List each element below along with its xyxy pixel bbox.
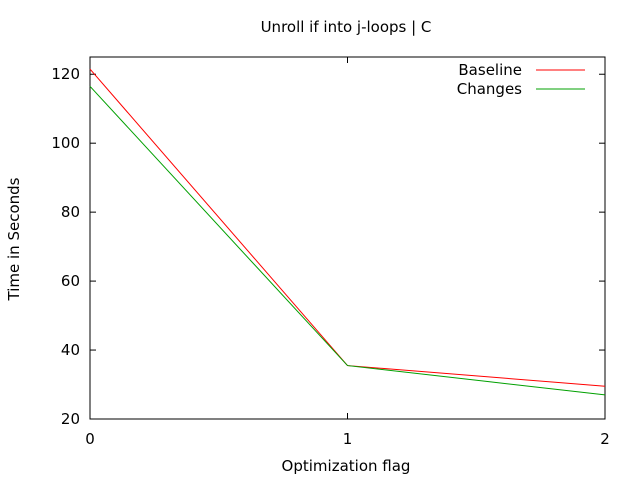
y-tick-label: 120 [51, 65, 80, 83]
chart-title: Unroll if into j-loops | C [261, 18, 432, 36]
y-axis-label: Time in Seconds [5, 177, 23, 301]
x-tick-label: 1 [343, 430, 353, 448]
x-tick-label: 2 [600, 430, 610, 448]
legend-label: Baseline [458, 61, 522, 79]
y-tick-label: 100 [51, 134, 80, 152]
series-line-baseline [89, 68, 606, 387]
x-tick-label: 0 [85, 430, 95, 448]
y-tick-label: 60 [61, 272, 80, 290]
y-tick-label: 20 [61, 410, 80, 428]
y-tick-label: 80 [61, 203, 80, 221]
legend-label: Changes [457, 80, 522, 98]
series-line-changes [89, 85, 606, 396]
plot-frame [89, 56, 606, 420]
y-axis-ticks: 20 40 60 80 100 120 [51, 65, 605, 428]
x-axis-label: Optimization flag [282, 457, 411, 475]
x-axis-ticks: 0 1 2 [85, 57, 610, 448]
series-lines [89, 68, 606, 396]
y-tick-label: 40 [61, 341, 80, 359]
